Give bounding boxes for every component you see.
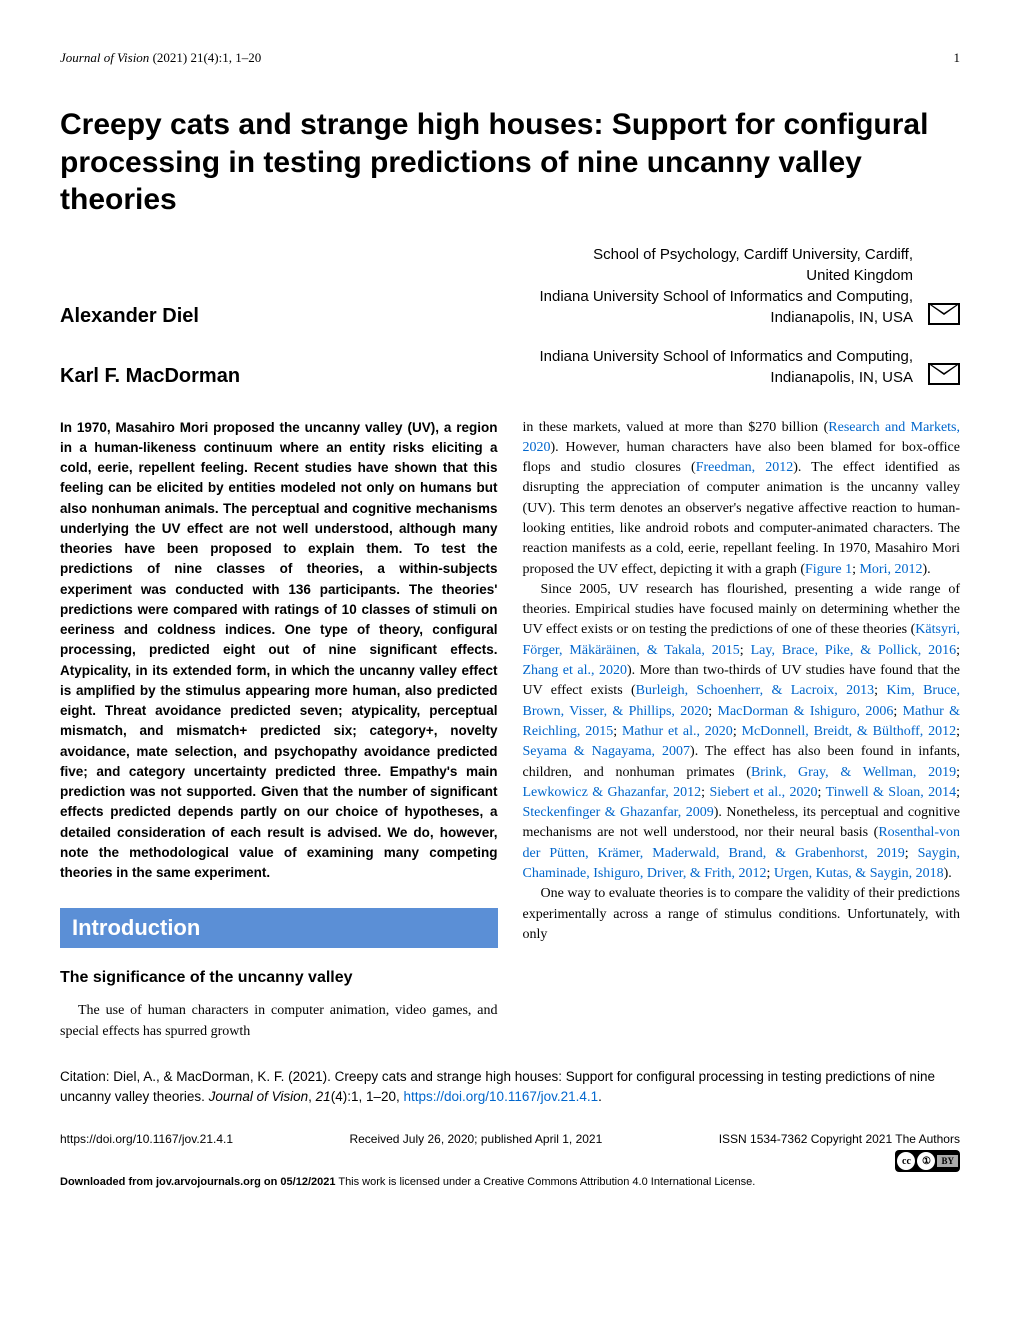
citation-link[interactable]: Seyama & Nagayama, 2007 [523,744,691,759]
left-column: In 1970, Masahiro Mori proposed the unca… [60,418,498,1042]
citation-link[interactable]: Mori, 2012 [859,562,922,577]
license-row: cc ① BY [60,1150,960,1172]
body-paragraph: in these markets, valued at more than $2… [523,418,961,580]
section-header-introduction: Introduction [60,908,498,948]
author-row: Karl F. MacDorman Indiana University Sch… [60,346,960,388]
header-journal: Journal of Vision [60,50,149,65]
citation-link[interactable]: Brink, Gray, & Wellman, 2019 [751,765,956,780]
mail-icon[interactable] [928,363,960,385]
running-header: Journal of Vision (2021) 21(4):1, 1–20 1 [60,50,960,66]
citation-link[interactable]: MacDorman & Ishiguro, 2006 [718,704,894,719]
download-source: Downloaded from jov.arvojournals.org on … [60,1176,335,1188]
header-page-num: 1 [954,50,961,66]
author-name: Alexander Diel [60,305,340,328]
subsection-header: The significance of the uncanny valley [60,966,498,989]
author-affiliation: School of Psychology, Cardiff University… [340,244,928,328]
citation-link[interactable]: Urgen, Kutas, & Saygin, 2018 [774,866,944,881]
figure-link[interactable]: Figure 1 [805,562,852,577]
citation-link[interactable]: Freedman, 2012 [696,460,794,475]
citation-link[interactable]: McDonnell, Breidt, & Bülthoff, 2012 [742,724,957,739]
citation-journal: Journal of Vision [209,1089,309,1104]
citation-link[interactable]: Tinwell & Sloan, 2014 [826,785,957,800]
header-journal-issue: Journal of Vision (2021) 21(4):1, 1–20 [60,50,261,66]
mail-icon[interactable] [928,303,960,325]
citation-link[interactable]: Siebert et al., 2020 [709,785,817,800]
license-text: This work is licensed under a Creative C… [338,1176,755,1188]
by-label: BY [937,1155,958,1167]
citation-link[interactable]: Lay, Brace, Pike, & Pollick, 2016 [751,643,957,658]
body-paragraph: The use of human characters in computer … [60,1001,498,1042]
author-name: Karl F. MacDorman [60,365,340,388]
footer-doi[interactable]: https://doi.org/10.1167/jov.21.4.1 [60,1132,233,1146]
citation-link[interactable]: Zhang et al., 2020 [523,663,628,678]
author-affiliation: Indiana University School of Informatics… [340,346,928,388]
footer-dates: Received July 26, 2020; published April … [349,1132,602,1146]
citation-block: Citation: Diel, A., & MacDorman, K. F. (… [60,1067,960,1108]
header-issue: (2021) 21(4):1, 1–20 [153,50,262,65]
footer-issn: ISSN 1534-7362 Copyright 2021 The Author… [719,1132,960,1146]
download-note: Downloaded from jov.arvojournals.org on … [60,1176,960,1188]
citation-volume: 21 [316,1089,331,1104]
doi-link[interactable]: https://doi.org/10.1167/jov.21.4.1 [404,1089,599,1104]
body-paragraph: Since 2005, UV research has flourished, … [523,580,961,884]
citation-link[interactable]: Steckenfinger & Ghazanfar, 2009 [523,805,714,820]
by-icon: ① [917,1152,935,1170]
two-column-body: In 1970, Masahiro Mori proposed the unca… [60,418,960,1042]
right-column: in these markets, valued at more than $2… [523,418,961,1042]
body-paragraph: One way to evaluate theories is to compa… [523,884,961,945]
citation-link[interactable]: Lewkowicz & Ghazanfar, 2012 [523,785,702,800]
cc-icon: cc [897,1152,915,1170]
cc-badge-icon[interactable]: cc ① BY [895,1150,960,1172]
article-title: Creepy cats and strange high houses: Sup… [60,106,960,219]
citation-link[interactable]: Burleigh, Schoenherr, & Lacroix, 2013 [636,683,874,698]
author-row: Alexander Diel School of Psychology, Car… [60,244,960,328]
abstract: In 1970, Masahiro Mori proposed the unca… [60,418,498,884]
authors-block: Alexander Diel School of Psychology, Car… [60,244,960,388]
citation-link[interactable]: Mathur et al., 2020 [622,724,733,739]
footer-row: https://doi.org/10.1167/jov.21.4.1 Recei… [60,1132,960,1146]
